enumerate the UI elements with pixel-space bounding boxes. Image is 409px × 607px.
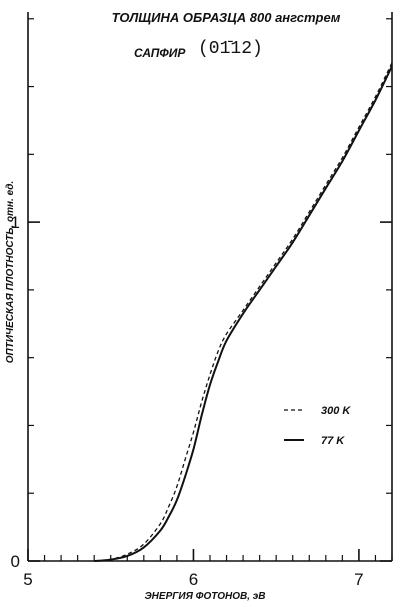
legend-label-77k: 77 K [321, 435, 345, 447]
y-tick-label: 1 [11, 213, 20, 232]
x-tick-label: 5 [23, 570, 32, 589]
tick-labels: 5 6 7 0 1 [11, 213, 364, 589]
x-tick-label: 7 [354, 570, 363, 589]
y-tick-label: 0 [11, 552, 20, 571]
plot-frame [27, 12, 393, 562]
series-line-300k [94, 62, 393, 562]
sample-name: САПФИР [134, 46, 186, 60]
x-axis-label: ЭНЕРГИЯ ФОТОНОВ, эВ [144, 591, 265, 602]
chart-title: ТОЛЩИНА ОБРАЗЦА 800 ангстрем [112, 10, 341, 25]
y-axis-label: ОПТИЧЕСКАЯ ПЛОТНОСТЬ, отн. ед. [5, 181, 16, 363]
crystal-plane: (01̄12) [198, 39, 263, 59]
x-tick-label: 6 [189, 570, 198, 589]
legend-label-300k: 300 K [321, 405, 351, 417]
axis-ticks [27, 18, 393, 562]
series-line-77k [94, 65, 393, 562]
series-lines [94, 62, 393, 562]
legend: 300 K 77 K [284, 405, 351, 447]
